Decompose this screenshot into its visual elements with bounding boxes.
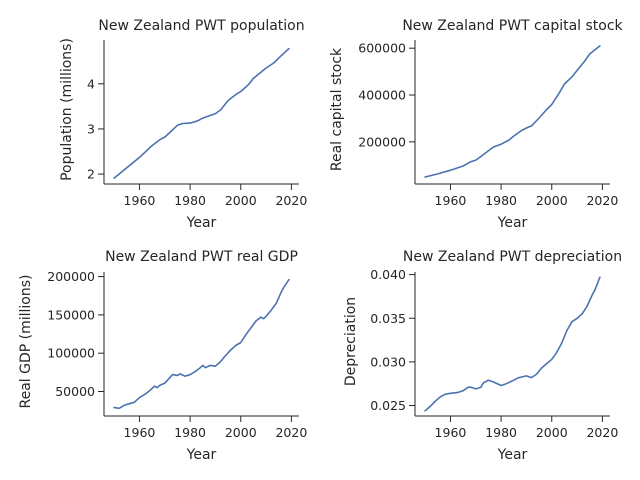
depreciation-series-line xyxy=(424,276,601,412)
capital-stock-y-tick-label: 400000 xyxy=(358,88,406,103)
real-gdp-series-line xyxy=(113,278,290,410)
real-gdp-ylabel: Real GDP (millions) xyxy=(18,274,34,408)
population-title: New Zealand PWT population xyxy=(98,18,304,34)
population-y-tick-label: 4 xyxy=(87,76,95,91)
depreciation-title: New Zealand PWT depreciation xyxy=(403,249,622,265)
real-gdp-y-tick-label: 200000 xyxy=(47,269,95,284)
depreciation-panel: New Zealand PWT depreciation Year Deprec… xyxy=(343,249,622,463)
real-gdp-y-tick-label: 50000 xyxy=(55,384,95,399)
capital-stock-x-tick-label: 2020 xyxy=(586,193,618,208)
real-gdp-x-tick-label: 2000 xyxy=(225,425,257,440)
capital-stock-x-tick-label: 1980 xyxy=(485,193,517,208)
population-series-line xyxy=(113,47,290,179)
population-xlabel: Year xyxy=(186,215,217,231)
population-x-tick-label: 2000 xyxy=(225,193,257,208)
population-x-tick-label: 1960 xyxy=(124,193,156,208)
capital-stock-xlabel: Year xyxy=(497,215,528,231)
depreciation-x-tick-label: 2020 xyxy=(586,425,618,440)
depreciation-x-tick-label: 1960 xyxy=(435,425,467,440)
depreciation-y-tick-label: 0.025 xyxy=(370,398,406,413)
depreciation-y-tick-label: 0.035 xyxy=(370,311,406,326)
real-gdp-title: New Zealand PWT real GDP xyxy=(105,249,298,265)
real-gdp-y-tick-label: 100000 xyxy=(47,346,95,361)
capital-stock-title: New Zealand PWT capital stock xyxy=(402,18,623,34)
capital-stock-series-line xyxy=(424,45,601,178)
depreciation-ylabel: Depreciation xyxy=(343,297,359,386)
capital-stock-ylabel: Real capital stock xyxy=(329,47,345,171)
real-gdp-x-tick-label: 2020 xyxy=(275,425,307,440)
depreciation-x-tick-label: 2000 xyxy=(536,425,568,440)
real-gdp-y-tick-label: 150000 xyxy=(47,307,95,322)
capital-stock-panel: New Zealand PWT capital stock Year Real … xyxy=(329,18,624,231)
real-gdp-xlabel: Year xyxy=(186,447,217,463)
population-x-tick-label: 2020 xyxy=(275,193,307,208)
depreciation-x-tick-label: 1980 xyxy=(485,425,517,440)
real-gdp-x-tick-label: 1980 xyxy=(174,425,206,440)
capital-stock-y-tick-label: 600000 xyxy=(358,41,406,56)
capital-stock-x-tick-label: 2000 xyxy=(536,193,568,208)
capital-stock-x-tick-label: 1960 xyxy=(435,193,467,208)
population-panel: New Zealand PWT population Year Populati… xyxy=(59,18,307,231)
depreciation-y-tick-label: 0.030 xyxy=(370,354,406,369)
population-ylabel: Population (millions) xyxy=(59,38,75,181)
real-gdp-x-tick-label: 1960 xyxy=(124,425,156,440)
capital-stock-y-tick-label: 200000 xyxy=(358,134,406,149)
population-y-tick-label: 2 xyxy=(87,167,95,182)
population-y-tick-label: 3 xyxy=(87,121,95,136)
real-gdp-panel: New Zealand PWT real GDP Year Real GDP (… xyxy=(18,249,307,463)
population-x-tick-label: 1980 xyxy=(174,193,206,208)
depreciation-xlabel: Year xyxy=(497,447,528,463)
depreciation-y-tick-label: 0.040 xyxy=(370,267,406,282)
